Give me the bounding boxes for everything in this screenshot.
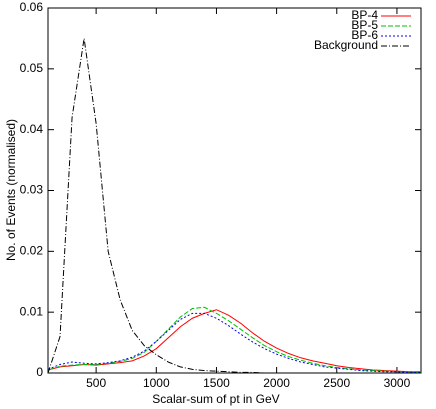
legend-label: BP-6 <box>351 28 378 42</box>
legend-label: BP-5 <box>351 18 378 32</box>
series-line <box>47 38 421 374</box>
y-tick-label: 0.01 <box>20 304 44 318</box>
series-line <box>47 306 422 373</box>
y-tick-label: 0.05 <box>20 61 44 75</box>
x-tick-label: 2000 <box>263 376 290 390</box>
x-tick-label: 1000 <box>143 376 170 390</box>
x-tick-label: 2500 <box>323 376 350 390</box>
legend-label: BP-4 <box>351 8 378 22</box>
series-line <box>47 312 421 373</box>
x-tick-label: 3000 <box>384 376 411 390</box>
x-tick-label: 500 <box>86 376 106 390</box>
x-axis-label: Scalar-sum of pt in GeV <box>152 392 279 406</box>
y-tick-label: 0.06 <box>20 0 44 14</box>
y-tick-label: 0.04 <box>20 122 44 136</box>
y-tick-label: 0.02 <box>20 244 44 258</box>
y-axis-label: No. of Events (normalised) <box>4 119 18 261</box>
legend-label: Background <box>314 38 378 52</box>
y-tick-label: 0.03 <box>20 183 44 197</box>
series-line <box>47 309 421 373</box>
x-tick-label: 1500 <box>203 376 230 390</box>
y-tick-label: 0 <box>36 365 43 379</box>
